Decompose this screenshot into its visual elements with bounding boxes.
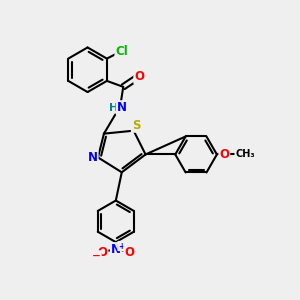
Text: H: H [109, 103, 118, 112]
Text: −: − [92, 251, 101, 261]
Text: O: O [124, 246, 134, 259]
Text: CH₃: CH₃ [235, 149, 255, 160]
Text: O: O [219, 148, 229, 161]
Text: N: N [88, 151, 98, 164]
Text: N: N [117, 101, 127, 114]
Text: O: O [98, 246, 107, 259]
Text: S: S [132, 119, 140, 132]
Text: N: N [111, 243, 121, 256]
Text: O: O [134, 70, 144, 83]
Text: +: + [118, 242, 124, 250]
Text: Cl: Cl [116, 45, 128, 58]
